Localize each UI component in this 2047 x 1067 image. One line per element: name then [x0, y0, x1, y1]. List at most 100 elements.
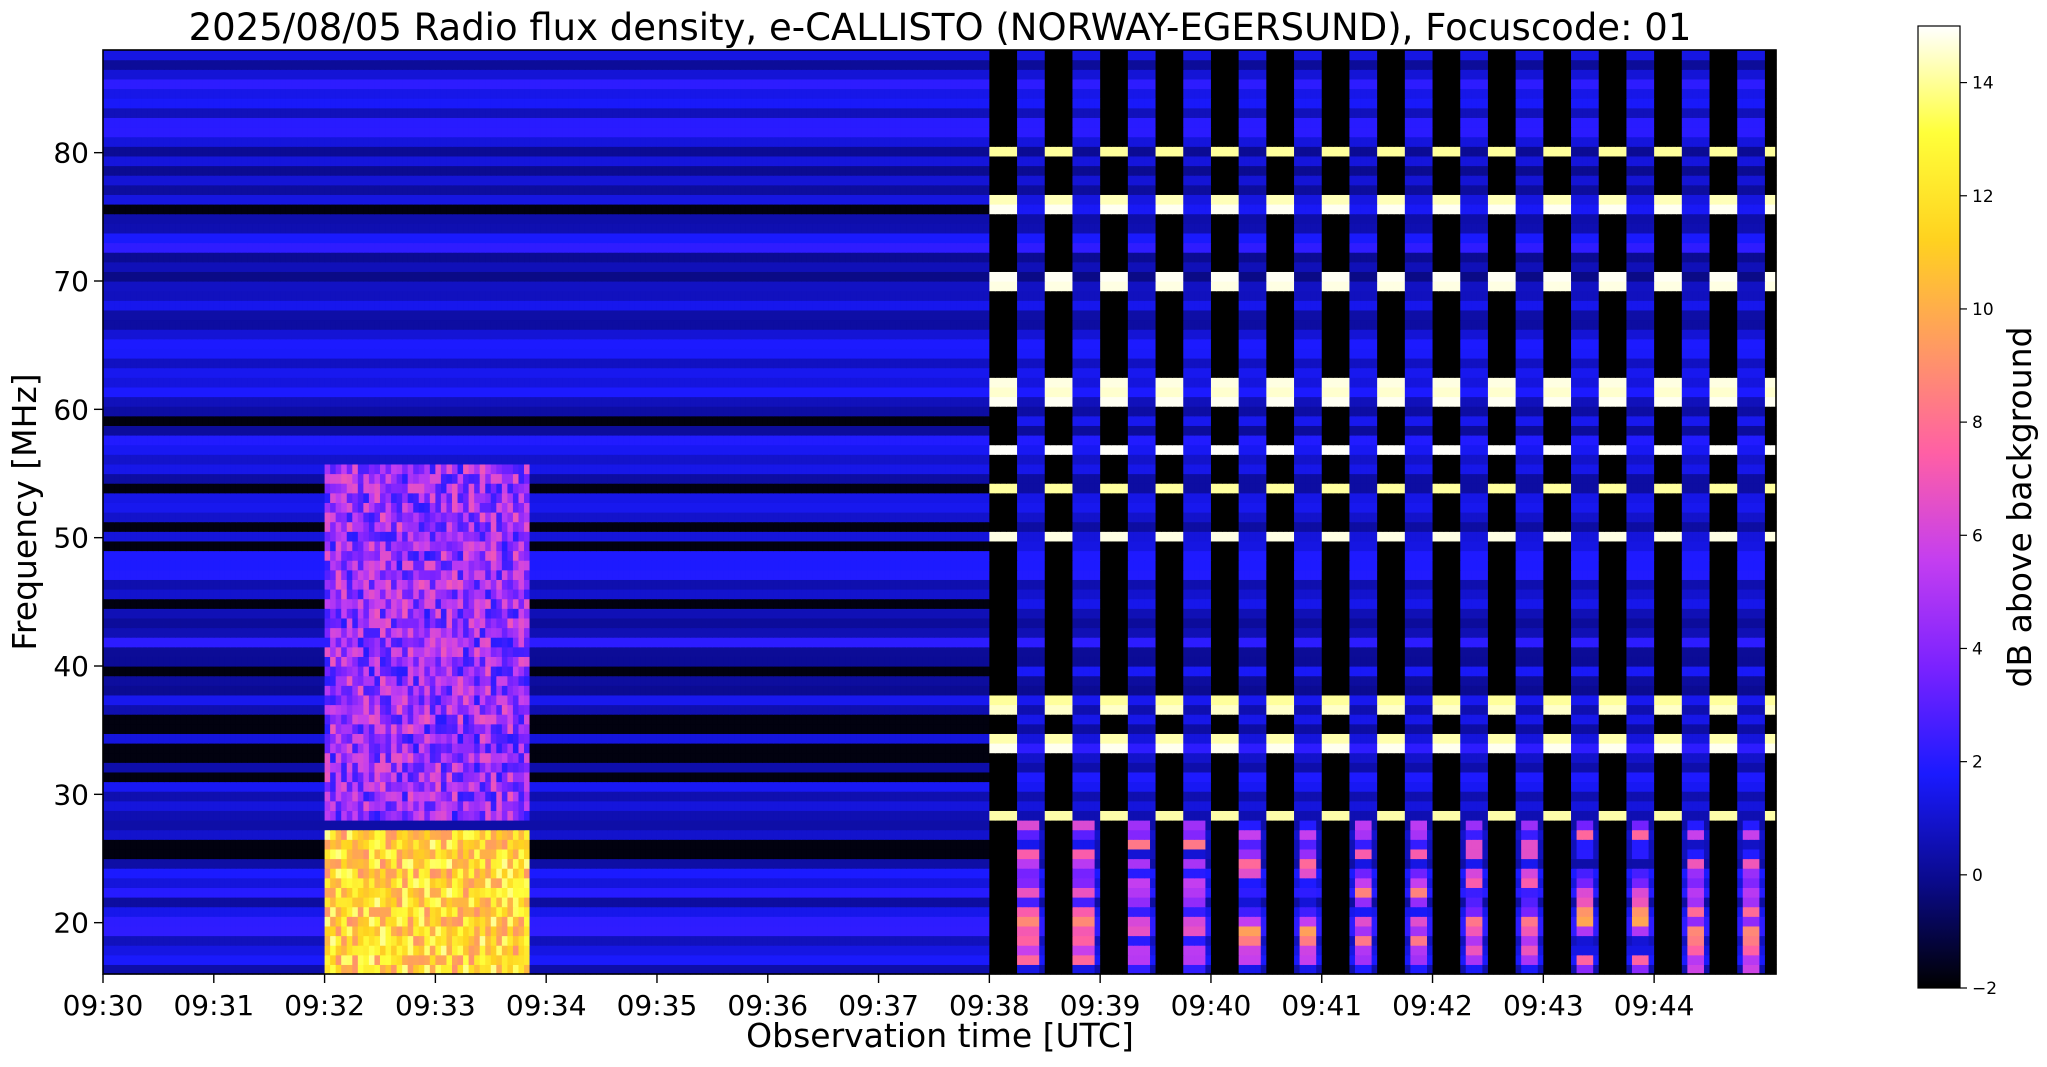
- heatmap-cell: [1361, 955, 1367, 965]
- heatmap-cell: [491, 897, 497, 907]
- heatmap-cell: [474, 859, 480, 869]
- heatmap-cell: [1128, 916, 1134, 926]
- heatmap-cell: [1416, 936, 1422, 946]
- heatmap-cell: [1228, 887, 1234, 897]
- heatmap-cell: [397, 897, 403, 907]
- heatmap-cell: [1128, 936, 1134, 946]
- heatmap-cell: [297, 849, 303, 859]
- heatmap-cell: [1460, 868, 1466, 878]
- heatmap-cell: [1383, 907, 1389, 917]
- heatmap-cell: [1161, 936, 1167, 946]
- heatmap-cell: [851, 916, 857, 926]
- heatmap-cell: [369, 907, 375, 917]
- heatmap-cell: [186, 878, 192, 888]
- heatmap-cell: [596, 897, 602, 907]
- heatmap-cell: [546, 936, 552, 946]
- heatmap-cell: [1233, 964, 1239, 974]
- heatmap-cell: [297, 907, 303, 917]
- heatmap-cell: [1194, 907, 1200, 917]
- heatmap-cell: [1538, 907, 1544, 917]
- heatmap-cell: [530, 820, 536, 830]
- heatmap-cell: [192, 887, 198, 897]
- heatmap-cell: [1067, 887, 1073, 897]
- heatmap-cell: [1277, 945, 1283, 955]
- heatmap-cell: [1277, 830, 1283, 840]
- heatmap-cell: [1161, 897, 1167, 907]
- heatmap-cell: [707, 878, 713, 888]
- heatmap-cell: [690, 868, 696, 878]
- heatmap-cell: [1488, 849, 1494, 859]
- heatmap-cell: [1122, 907, 1128, 917]
- heatmap-cell: [1427, 926, 1433, 936]
- heatmap-cell: [1128, 830, 1134, 840]
- heatmap-cell: [818, 830, 824, 840]
- heatmap-cell: [158, 878, 164, 888]
- heatmap-cell: [502, 945, 508, 955]
- heatmap-cell: [568, 945, 574, 955]
- heatmap-cell: [164, 926, 170, 936]
- heatmap-cell: [1493, 945, 1499, 955]
- heatmap-cell: [136, 945, 142, 955]
- heatmap-cell: [446, 859, 452, 869]
- heatmap-cell: [1748, 830, 1754, 840]
- heatmap-cell: [114, 926, 120, 936]
- heatmap-cell: [1117, 849, 1123, 859]
- heatmap-cell: [435, 926, 441, 936]
- heatmap-cell: [867, 868, 873, 878]
- heatmap-cell: [1660, 936, 1666, 946]
- heatmap-cell: [1012, 859, 1018, 869]
- heatmap-cell: [1327, 926, 1333, 936]
- heatmap-cell: [1316, 936, 1322, 946]
- heatmap-cell: [219, 955, 225, 965]
- heatmap-cell: [1455, 887, 1461, 897]
- heatmap-cell: [768, 916, 774, 926]
- heatmap-cell: [1499, 868, 1505, 878]
- heatmap-cell: [280, 916, 286, 926]
- heatmap-cell: [1754, 955, 1760, 965]
- heatmap-cell: [463, 926, 469, 936]
- heatmap-cell: [402, 839, 408, 849]
- heatmap-cell: [1466, 868, 1472, 878]
- heatmap-cell: [1261, 839, 1267, 849]
- heatmap-cell: [147, 849, 153, 859]
- heatmap-cell: [1493, 964, 1499, 974]
- heatmap-cell: [1045, 964, 1051, 974]
- heatmap-cell: [507, 897, 513, 907]
- heatmap-cell: [1194, 839, 1200, 849]
- heatmap-cell: [308, 810, 314, 820]
- heatmap-cell: [740, 830, 746, 840]
- heatmap-cell: [807, 830, 813, 840]
- heatmap-cell: [1244, 926, 1250, 936]
- heatmap-cell: [1045, 955, 1051, 965]
- heatmap-cell: [336, 830, 342, 840]
- heatmap-cell: [1216, 936, 1222, 946]
- heatmap-cell: [1366, 955, 1372, 965]
- heatmap-cell: [1128, 887, 1134, 897]
- heatmap-cell: [784, 945, 790, 955]
- heatmap-cell: [1333, 907, 1339, 917]
- heatmap-cell: [1732, 868, 1738, 878]
- heatmap-cell: [679, 887, 685, 897]
- heatmap-cell: [1532, 859, 1538, 869]
- heatmap-cell: [419, 820, 425, 830]
- heatmap-cell: [319, 820, 325, 830]
- heatmap-cell: [762, 859, 768, 869]
- heatmap-cell: [1593, 907, 1599, 917]
- heatmap-cell: [1150, 907, 1156, 917]
- heatmap-cell: [1106, 878, 1112, 888]
- heatmap-cell: [1000, 810, 1006, 820]
- heatmap-cell: [507, 887, 513, 897]
- heatmap-cell: [1294, 849, 1300, 859]
- heatmap-cell: [330, 830, 336, 840]
- heatmap-cell: [862, 878, 868, 888]
- heatmap-cell: [740, 955, 746, 965]
- heatmap-cell: [1344, 897, 1350, 907]
- heatmap-cell: [363, 878, 369, 888]
- heatmap-cell: [1471, 945, 1477, 955]
- heatmap-cell: [1516, 839, 1522, 849]
- heatmap-cell: [1643, 868, 1649, 878]
- heatmap-cell: [474, 936, 480, 946]
- heatmap-cell: [258, 916, 264, 926]
- heatmap-cell: [452, 868, 458, 878]
- heatmap-cell: [679, 945, 685, 955]
